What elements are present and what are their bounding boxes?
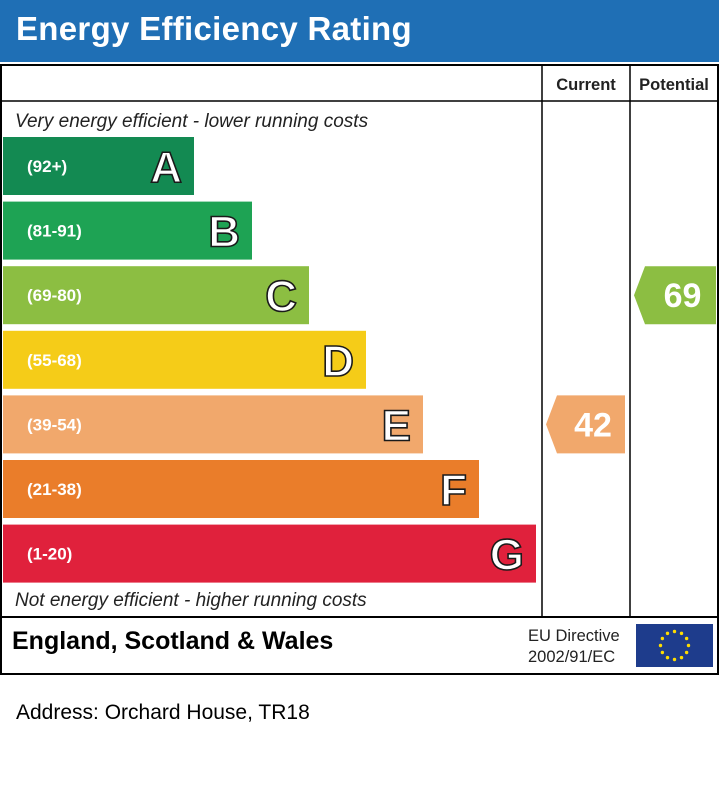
band-letter-g: G: [490, 531, 524, 580]
energy-rating-chart: Current Potential Very energy efficient …: [0, 64, 719, 675]
eu-star: [684, 650, 689, 655]
band-bar-d: [3, 330, 366, 389]
title-banner: Energy Efficiency Rating: [0, 0, 719, 62]
band-bar-e: [3, 395, 423, 454]
eu-directive-line2: 2002/91/EC: [528, 648, 616, 666]
rating-arrows: 42 69: [546, 266, 716, 454]
eu-star: [672, 657, 677, 662]
potential-column-header: Potential: [639, 76, 709, 94]
eu-star: [658, 643, 663, 648]
top-efficiency-note: Very energy efficient - lower running co…: [15, 111, 369, 132]
band-range-c: (69-80): [27, 286, 82, 305]
band-g: (1-20) G: [3, 524, 536, 583]
eu-star: [672, 629, 677, 634]
eu-directive-line1: EU Directive: [528, 627, 620, 645]
band-e: (39-54) E: [3, 395, 423, 454]
band-bar-b: [3, 201, 252, 260]
band-range-d: (55-68): [27, 351, 82, 370]
rating-bands: (92+) A (81-91) B (69-80) C (55-68) D (39-54) E (2…: [3, 137, 536, 583]
band-letter-d: D: [322, 337, 354, 386]
band-range-b: (81-91): [27, 222, 82, 241]
band-letter-a: A: [150, 143, 182, 192]
band-range-g: (1-20): [27, 545, 72, 564]
band-bar-c: [3, 266, 309, 325]
band-c: (69-80) C: [3, 266, 309, 325]
potential-rating-arrow: 69: [634, 266, 716, 325]
band-letter-b: B: [208, 208, 240, 257]
band-bar-a: [3, 137, 194, 195]
potential-rating-arrow-value: 69: [664, 277, 702, 315]
potential-rating-arrow-shape: [634, 266, 716, 325]
page-title: Energy Efficiency Rating: [16, 10, 412, 47]
band-a: (92+) A: [3, 137, 194, 195]
eu-star: [665, 631, 670, 636]
current-rating-arrow-value: 42: [574, 406, 612, 444]
eu-star: [686, 643, 691, 648]
eu-directive-text: EU Directive 2002/91/EC: [528, 626, 620, 668]
band-bar-f: [3, 460, 479, 518]
band-letter-c: C: [265, 272, 297, 321]
eu-star: [684, 636, 689, 641]
band-f: (21-38) F: [3, 460, 479, 518]
region-label: England, Scotland & Wales: [12, 627, 334, 655]
property-address: Address: Orchard House, TR18: [16, 701, 310, 724]
eu-flag-icon: [636, 624, 713, 667]
eu-star: [679, 655, 684, 660]
band-d: (55-68) D: [3, 330, 366, 389]
current-column-header: Current: [556, 76, 616, 94]
bottom-efficiency-note: Not energy efficient - higher running co…: [15, 590, 367, 611]
current-rating-arrow: 42: [546, 395, 625, 454]
current-rating-arrow-shape: [546, 395, 625, 454]
band-range-a: (92+): [27, 157, 67, 176]
band-range-f: (21-38): [27, 480, 82, 499]
band-letter-e: E: [382, 401, 411, 450]
band-bar-g: [3, 524, 536, 583]
eu-star: [660, 636, 665, 641]
band-b: (81-91) B: [3, 201, 252, 260]
eu-star: [660, 650, 665, 655]
eu-star: [679, 631, 684, 636]
eu-star: [665, 655, 670, 660]
band-letter-f: F: [440, 466, 467, 515]
chart-border: [0, 64, 719, 675]
band-range-e: (39-54): [27, 415, 82, 434]
